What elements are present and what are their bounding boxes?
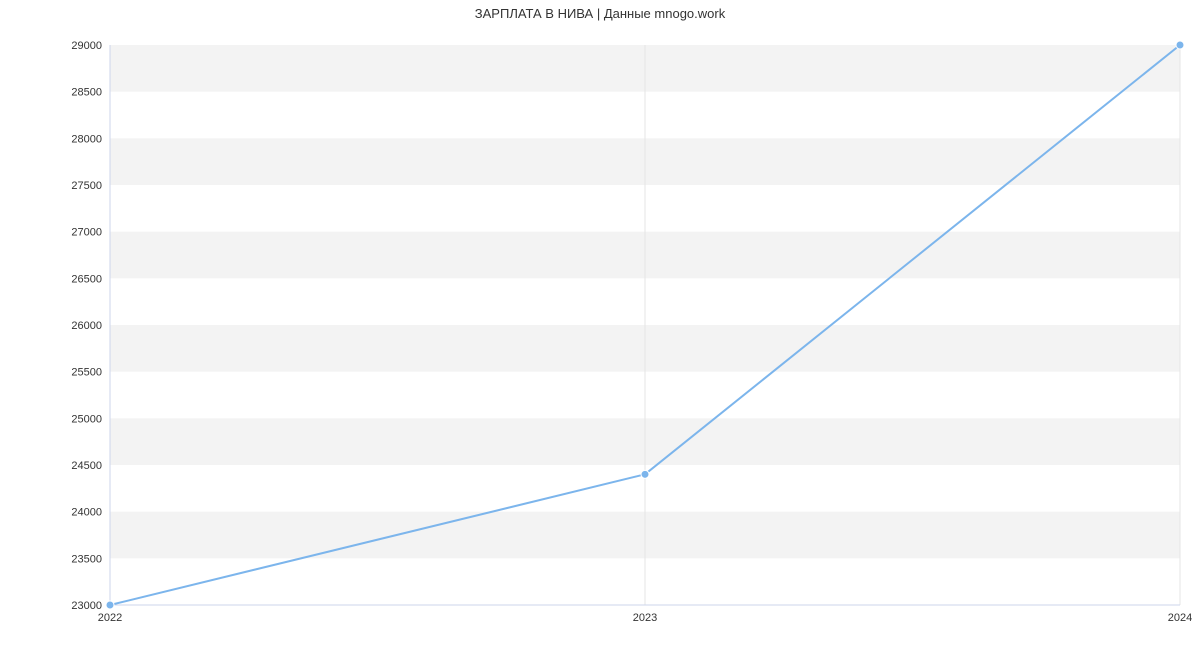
y-tick-label: 24500 [71, 460, 102, 472]
y-tick-label: 26500 [71, 273, 102, 285]
x-tick-label: 2023 [633, 612, 657, 624]
series-marker [106, 601, 114, 609]
y-tick-label: 27000 [71, 227, 102, 239]
y-tick-label: 25500 [71, 367, 102, 379]
chart-container: ЗАРПЛАТА В НИВА | Данные mnogo.work 2300… [0, 0, 1200, 650]
series-marker [1176, 41, 1184, 49]
y-tick-label: 26000 [71, 320, 102, 332]
chart-svg: 23000 23500 24000 24500 25000 25500 26000 26500… [0, 0, 1200, 650]
y-tick-label: 24000 [71, 507, 102, 519]
y-tick-label: 23500 [71, 553, 102, 565]
y-tick-label: 23000 [71, 600, 102, 612]
y-tick-label: 27500 [71, 180, 102, 192]
y-tick-label: 28000 [71, 133, 102, 145]
y-tick-label: 28500 [71, 87, 102, 99]
x-tick-label: 2022 [98, 612, 122, 624]
y-tick-label: 29000 [71, 40, 102, 52]
y-tick-label: 25000 [71, 413, 102, 425]
series-marker [641, 470, 649, 478]
x-tick-label: 2024 [1168, 612, 1192, 624]
